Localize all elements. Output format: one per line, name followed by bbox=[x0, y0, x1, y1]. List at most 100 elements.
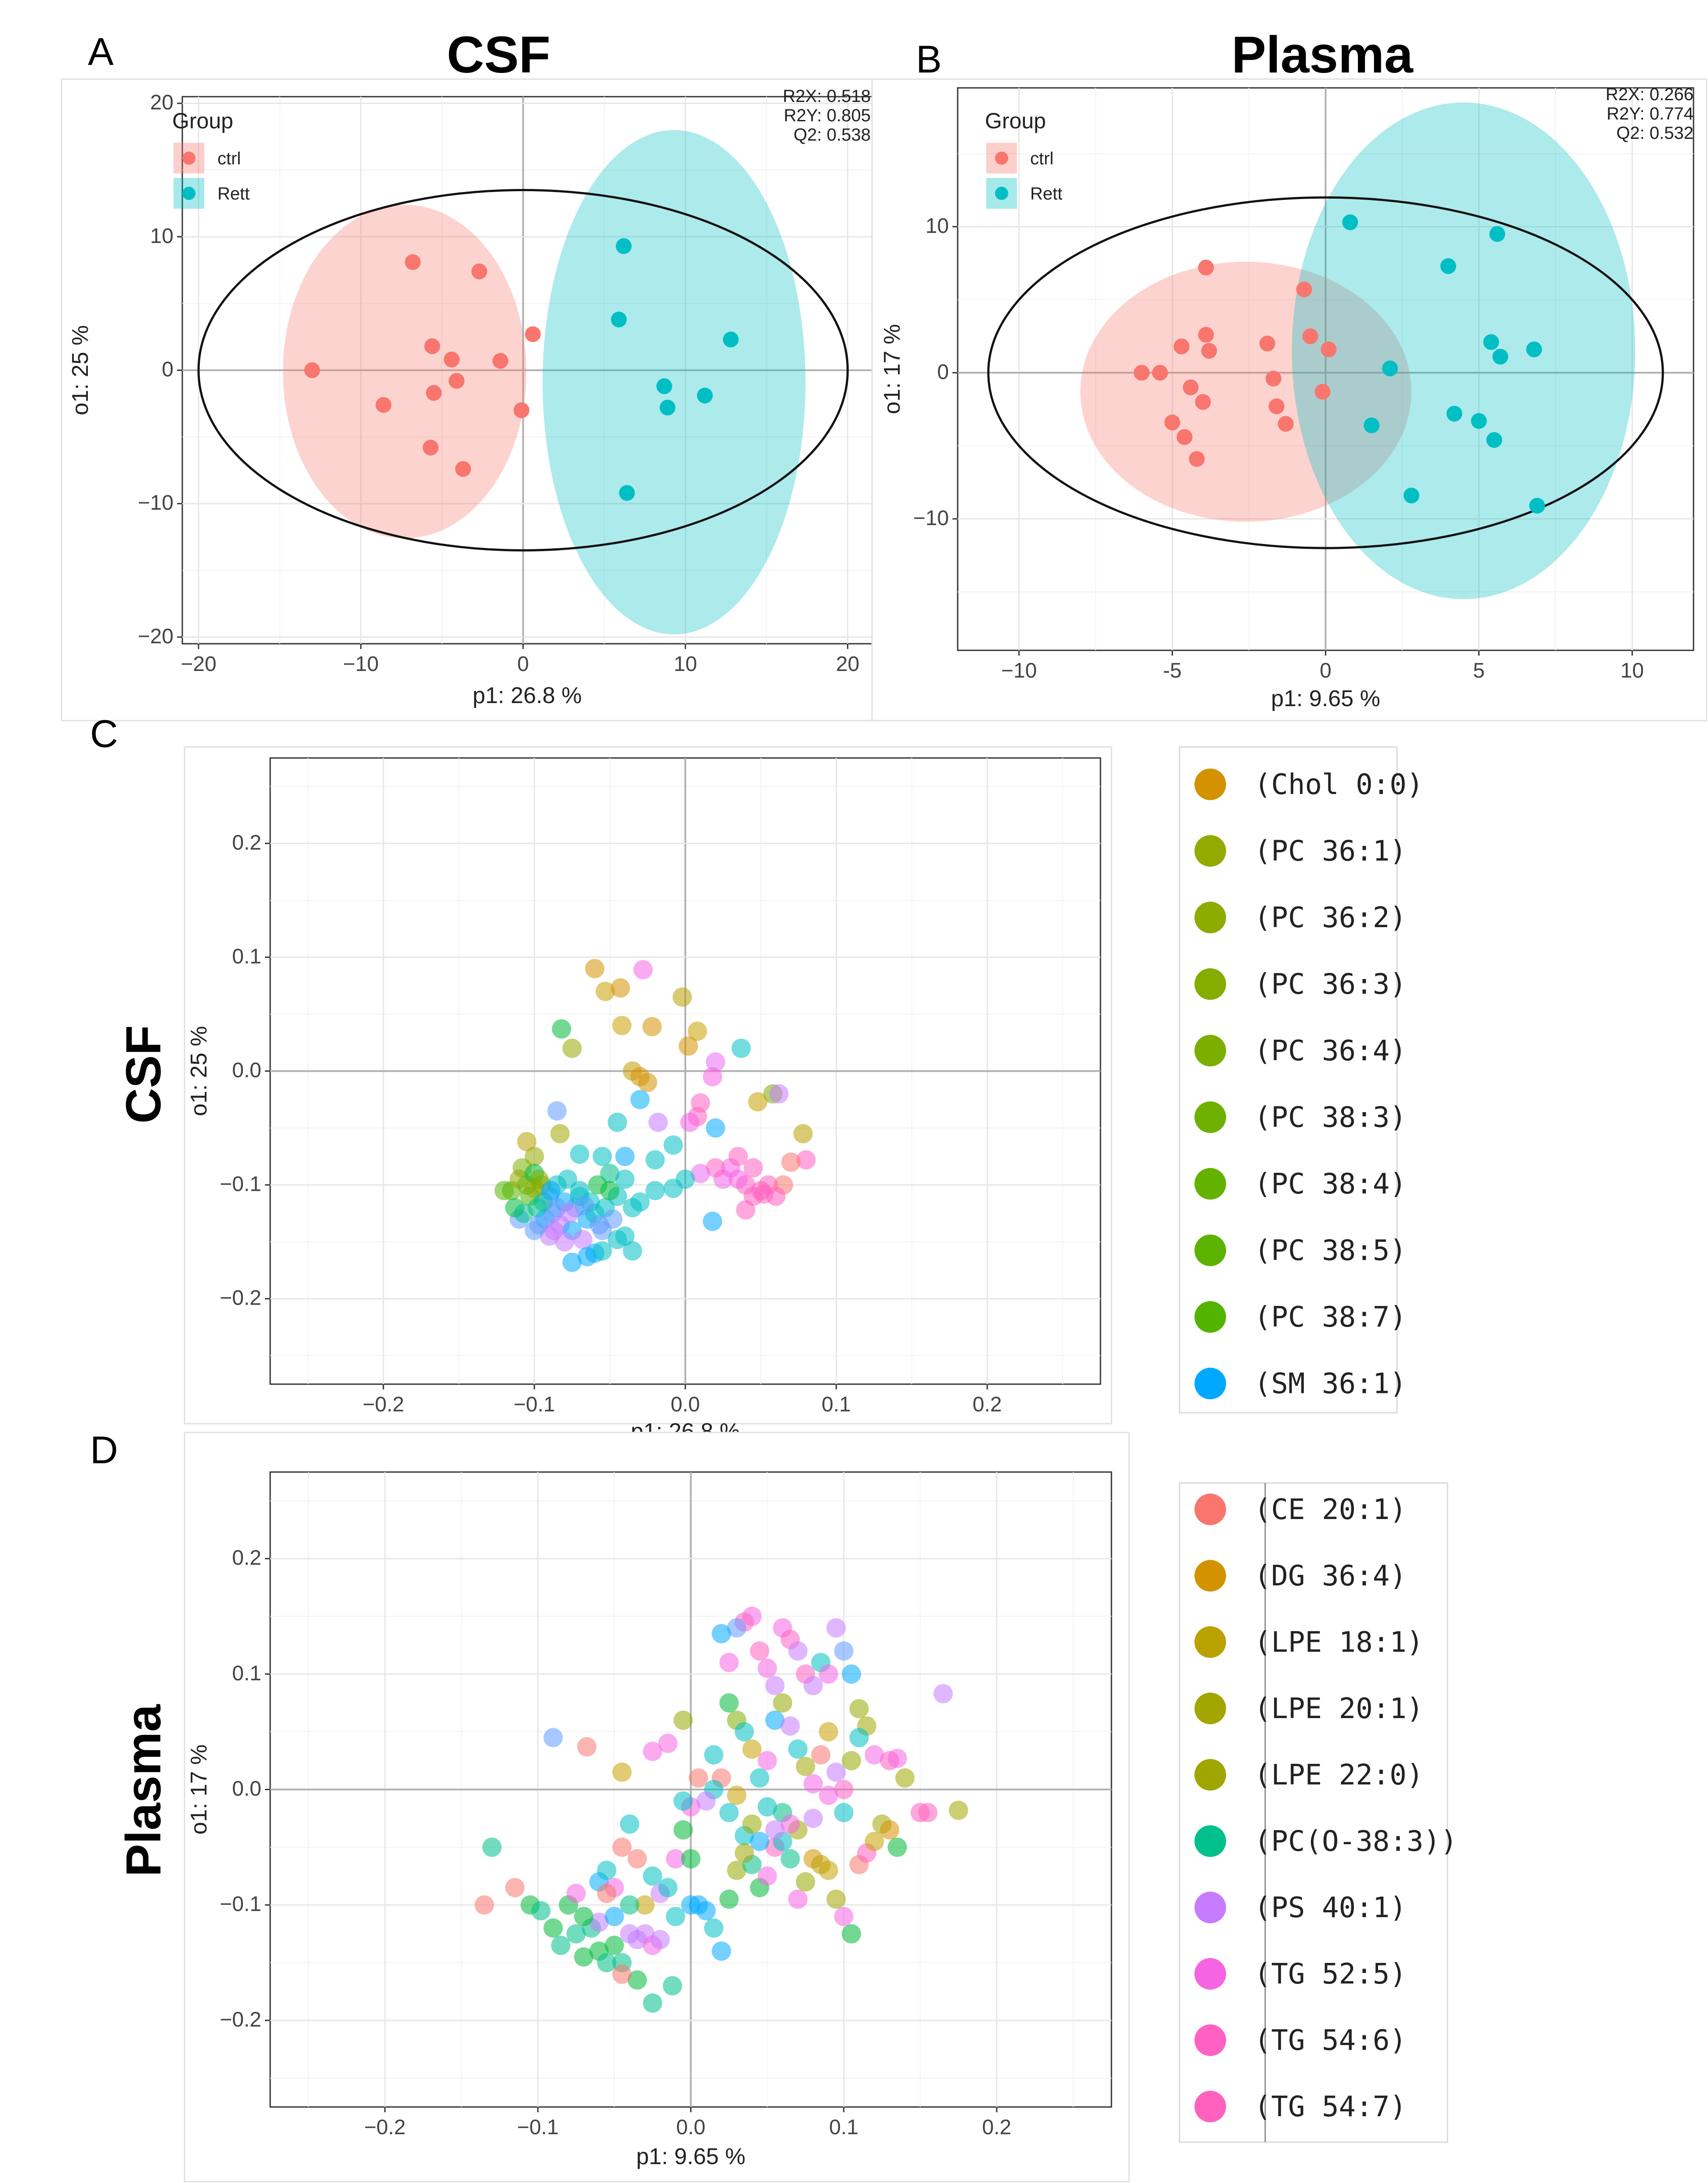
loading-point bbox=[704, 1918, 724, 1938]
loading-point bbox=[688, 1021, 707, 1041]
panel-a-label: A bbox=[88, 30, 114, 73]
loading-point bbox=[658, 1733, 678, 1753]
loading-point bbox=[681, 1895, 701, 1915]
loading-point bbox=[574, 1907, 593, 1926]
panel-a-plot: −20 −10 0 10 20 −20 −10 0 10 20 p1: 26.8 % o1: 25 %… bbox=[68, 87, 873, 708]
loading-point bbox=[750, 1768, 770, 1788]
data-point-ctrl bbox=[1176, 429, 1193, 445]
loading-point bbox=[643, 1741, 662, 1761]
loading-point bbox=[696, 1901, 716, 1921]
loading-point bbox=[834, 1907, 854, 1926]
x-tick-label: 20 bbox=[836, 653, 859, 676]
loading-point bbox=[663, 1135, 683, 1155]
loading-point bbox=[531, 1901, 551, 1921]
data-point-ctrl bbox=[1195, 394, 1211, 410]
x-tick-label: 0 bbox=[1320, 659, 1332, 682]
panel-c-row-label: CSF bbox=[116, 1025, 171, 1124]
x-tick-label: −10 bbox=[1001, 659, 1037, 682]
loading-point bbox=[574, 1196, 594, 1215]
data-point-ctrl bbox=[1302, 328, 1318, 344]
x-tick-label: −0.1 bbox=[517, 2116, 559, 2139]
data-point-rett bbox=[615, 238, 632, 254]
loading-point bbox=[780, 1814, 800, 1834]
loading-point bbox=[593, 1146, 612, 1166]
y-tick-label: −0.1 bbox=[220, 1893, 261, 1916]
loading-point bbox=[615, 1169, 635, 1189]
loading-point bbox=[566, 1924, 586, 1944]
loading-point bbox=[696, 1791, 716, 1811]
legend-title: Group bbox=[172, 109, 233, 133]
y-tick-label: −0.1 bbox=[220, 1173, 261, 1196]
data-point-rett bbox=[1446, 406, 1462, 422]
legend-label: (TG 54:7) bbox=[1254, 2091, 1407, 2123]
loading-point bbox=[552, 1019, 572, 1039]
loading-point bbox=[780, 1716, 800, 1736]
loading-point bbox=[638, 1073, 658, 1092]
loading-point bbox=[597, 1860, 616, 1880]
legend-swatch bbox=[1194, 1626, 1226, 1658]
y-tick-label: 0.0 bbox=[232, 1059, 261, 1082]
loading-point bbox=[781, 1152, 801, 1172]
panel-c-legend: (Chol 0:0) (PC 36:1) (PC 36:2) (PC 36:3) (PC… bbox=[1179, 746, 1423, 1414]
y-tick-label: −0.2 bbox=[220, 1287, 261, 1310]
legend-key-ctrl bbox=[182, 152, 195, 165]
data-point-ctrl bbox=[405, 254, 421, 270]
legend-key-ctrl bbox=[995, 152, 1008, 165]
legend-swatch bbox=[1194, 1301, 1226, 1333]
data-point-rett bbox=[1486, 432, 1502, 448]
data-point-ctrl bbox=[1173, 338, 1190, 355]
data-point-rett bbox=[697, 388, 713, 404]
x-tick-label: 0.1 bbox=[829, 2116, 858, 2139]
y-tick-label: 20 bbox=[150, 91, 174, 114]
loading-point bbox=[630, 1192, 650, 1212]
data-point-rett bbox=[1529, 497, 1545, 514]
loading-point bbox=[803, 1809, 823, 1828]
loading-point bbox=[643, 1993, 662, 2013]
data-point-ctrl bbox=[1268, 398, 1285, 414]
loading-point bbox=[691, 1164, 710, 1183]
data-point-ctrl bbox=[1164, 414, 1180, 431]
x-tick-label: −20 bbox=[181, 653, 216, 676]
loading-point bbox=[769, 1084, 789, 1104]
loading-point bbox=[645, 1181, 665, 1200]
loading-point bbox=[719, 1803, 739, 1823]
y-axis-title: o1: 17 % bbox=[186, 1744, 212, 1835]
loading-point bbox=[650, 1930, 670, 1950]
loading-point bbox=[662, 1976, 682, 1996]
loading-point bbox=[633, 960, 653, 979]
legend-label: (PC 38:7) bbox=[1254, 1301, 1407, 1334]
loading-point bbox=[706, 1118, 725, 1138]
legend-label: (TG 52:5) bbox=[1254, 1958, 1407, 1991]
model-stat: Q2: 0.532 bbox=[1616, 123, 1694, 143]
legend-label: (TG 54:6) bbox=[1254, 2024, 1407, 2057]
data-point-rett bbox=[1483, 334, 1499, 350]
y-tick-label: −0.2 bbox=[220, 2008, 261, 2031]
loading-point bbox=[780, 1849, 800, 1869]
legend-label-ctrl: ctrl bbox=[217, 149, 241, 168]
data-point-ctrl bbox=[1201, 343, 1217, 359]
loading-point bbox=[818, 1860, 838, 1880]
loading-point bbox=[757, 1866, 777, 1886]
loading-point bbox=[788, 1889, 808, 1909]
loading-point bbox=[727, 1618, 746, 1638]
x-tick-label: 0.0 bbox=[676, 2116, 706, 2139]
x-axis-title: p1: 9.65 % bbox=[636, 2144, 745, 2169]
loading-point bbox=[849, 1699, 869, 1719]
data-point-ctrl bbox=[1183, 379, 1199, 395]
loading-point bbox=[648, 1113, 668, 1132]
data-point-rett bbox=[1526, 341, 1542, 358]
loading-point bbox=[612, 1762, 632, 1782]
loading-point bbox=[719, 1693, 739, 1713]
loading-point bbox=[663, 1179, 683, 1198]
panel-d-label: D bbox=[90, 1428, 118, 1472]
data-point-ctrl bbox=[1133, 365, 1150, 381]
legend-swatch bbox=[1194, 769, 1226, 800]
loading-point bbox=[704, 1745, 724, 1765]
loading-point bbox=[597, 1953, 616, 1973]
loading-point bbox=[948, 1800, 968, 1820]
y-tick-label: 0 bbox=[162, 358, 174, 381]
data-point-ctrl bbox=[424, 338, 440, 354]
legend-label: (LPE 22:0) bbox=[1254, 1759, 1423, 1791]
data-point-ctrl bbox=[1321, 341, 1337, 358]
x-tick-label: 10 bbox=[673, 653, 697, 676]
